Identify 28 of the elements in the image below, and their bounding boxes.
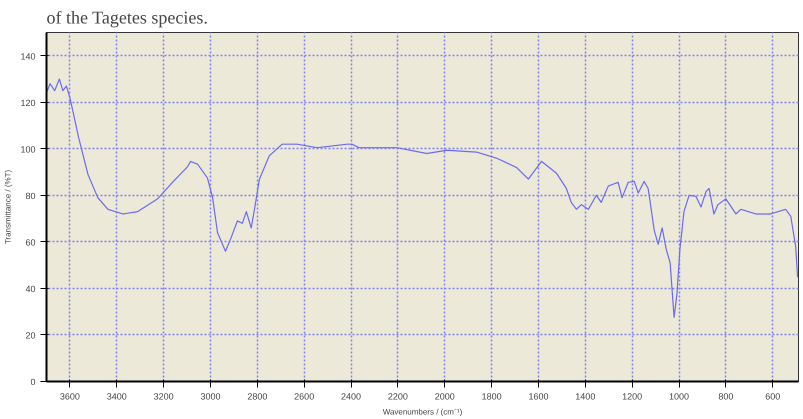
x-tick-label: 2200 xyxy=(388,392,408,402)
y-tick-label: 140 xyxy=(20,51,36,62)
x-tick-label: 3200 xyxy=(154,392,174,402)
x-tick-label: 3400 xyxy=(106,392,127,402)
x-tick-label: 800 xyxy=(718,392,734,402)
x-tick-label: 600 xyxy=(765,392,780,402)
x-tick-label: 2000 xyxy=(434,392,455,402)
x-tick-label: 1200 xyxy=(622,392,642,402)
x-tick-label: 1600 xyxy=(528,392,548,402)
x-tick-label: 2400 xyxy=(341,392,362,402)
x-tick-label: 2800 xyxy=(247,392,268,402)
x-tick-label: 3600 xyxy=(60,392,80,402)
x-axis-title: Wavenumbers / (cm⁻¹) xyxy=(382,408,463,416)
y-axis-title: Transmittance / (%T) xyxy=(3,169,12,244)
x-tick-label: 1800 xyxy=(482,392,502,402)
y-tick-label: 80 xyxy=(25,190,36,201)
y-tick-label: 120 xyxy=(20,98,36,108)
x-tick-label: 3000 xyxy=(200,392,221,402)
x-tick-label: 1000 xyxy=(669,392,690,402)
y-tick-label: 100 xyxy=(20,144,36,154)
y-tick-label: 20 xyxy=(25,330,36,340)
chart-title: of the Tagetes species. xyxy=(46,8,208,28)
y-tick-label: 60 xyxy=(25,237,36,248)
x-tick-label: 1400 xyxy=(575,392,596,402)
line-series xyxy=(46,78,798,318)
y-tick-label: 0 xyxy=(30,377,36,387)
y-tick-label: 40 xyxy=(25,284,36,294)
x-tick-label: 2600 xyxy=(294,392,314,402)
